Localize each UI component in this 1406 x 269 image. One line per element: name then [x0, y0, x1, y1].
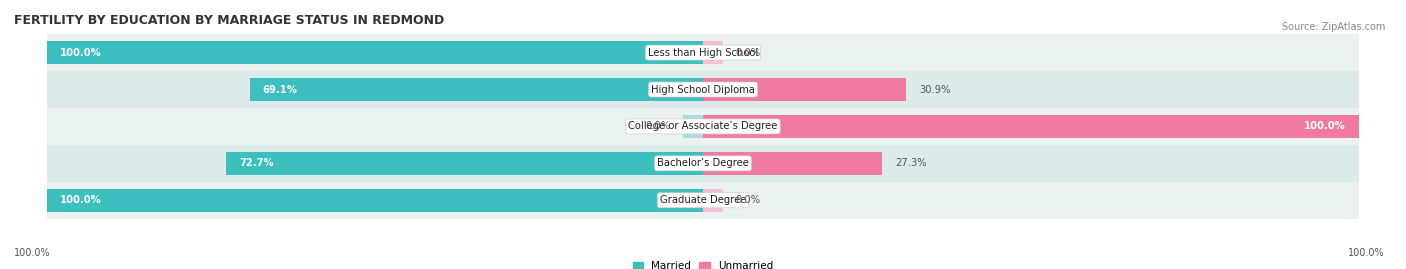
- Text: 0.0%: 0.0%: [645, 121, 671, 132]
- Text: Graduate Degree: Graduate Degree: [659, 195, 747, 205]
- Bar: [46, 34, 1360, 71]
- Bar: [46, 182, 1360, 219]
- Text: 30.9%: 30.9%: [920, 84, 950, 94]
- Text: Bachelor’s Degree: Bachelor’s Degree: [657, 158, 749, 168]
- Text: 100.0%: 100.0%: [14, 248, 51, 258]
- Bar: [46, 71, 1360, 108]
- Bar: [703, 78, 905, 101]
- Text: FERTILITY BY EDUCATION BY MARRIAGE STATUS IN REDMOND: FERTILITY BY EDUCATION BY MARRIAGE STATU…: [14, 14, 444, 27]
- Text: 0.0%: 0.0%: [735, 195, 761, 205]
- Text: 69.1%: 69.1%: [263, 84, 298, 94]
- Bar: [46, 108, 1360, 145]
- Bar: [250, 78, 703, 101]
- Text: 100.0%: 100.0%: [1305, 121, 1346, 132]
- Legend: Married, Unmarried: Married, Unmarried: [628, 257, 778, 269]
- Bar: [703, 189, 723, 212]
- Text: College or Associate’s Degree: College or Associate’s Degree: [628, 121, 778, 132]
- Text: Less than High School: Less than High School: [648, 48, 758, 58]
- Bar: [703, 41, 723, 64]
- Bar: [703, 115, 1360, 138]
- Text: 100.0%: 100.0%: [60, 195, 101, 205]
- Text: 100.0%: 100.0%: [1348, 248, 1385, 258]
- Text: 72.7%: 72.7%: [239, 158, 274, 168]
- Text: 27.3%: 27.3%: [896, 158, 927, 168]
- Bar: [683, 115, 703, 138]
- Text: 0.0%: 0.0%: [735, 48, 761, 58]
- Bar: [226, 152, 703, 175]
- Text: Source: ZipAtlas.com: Source: ZipAtlas.com: [1281, 22, 1385, 31]
- Bar: [46, 189, 703, 212]
- Text: 100.0%: 100.0%: [60, 48, 101, 58]
- Bar: [46, 41, 703, 64]
- Bar: [46, 145, 1360, 182]
- Bar: [703, 152, 882, 175]
- Text: High School Diploma: High School Diploma: [651, 84, 755, 94]
